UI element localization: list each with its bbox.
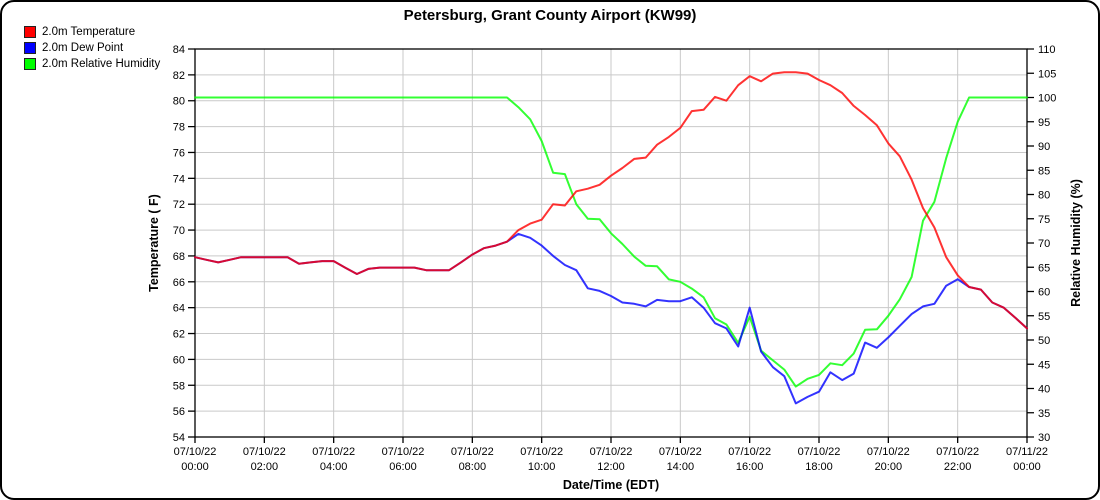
legend-label-dew-point: 2.0m Dew Point	[42, 42, 124, 54]
svg-text:00:00: 00:00	[181, 461, 209, 473]
red-square-swatch	[24, 26, 36, 38]
legend: 2.0m Temperature 2.0m Dew Point 2.0m Rel…	[24, 24, 160, 72]
svg-text:14:00: 14:00	[667, 461, 695, 473]
svg-text:04:00: 04:00	[320, 461, 348, 473]
svg-text:105: 105	[1038, 68, 1056, 80]
svg-text:85: 85	[1038, 165, 1050, 177]
svg-text:54: 54	[173, 432, 185, 444]
svg-text:95: 95	[1038, 117, 1050, 129]
svg-text:56: 56	[173, 406, 185, 418]
svg-text:55: 55	[1038, 311, 1050, 323]
svg-text:80: 80	[173, 96, 185, 108]
legend-item-dew-point: 2.0m Dew Point	[24, 40, 160, 56]
svg-text:07/10/22: 07/10/22	[312, 446, 355, 458]
svg-text:07/10/22: 07/10/22	[728, 446, 771, 458]
svg-text:66: 66	[173, 277, 185, 289]
svg-text:07/10/22: 07/10/22	[590, 446, 633, 458]
svg-text:07/10/22: 07/10/22	[659, 446, 702, 458]
svg-text:60: 60	[1038, 287, 1050, 299]
svg-text:07/10/22: 07/10/22	[520, 446, 563, 458]
svg-text:70: 70	[173, 225, 185, 237]
svg-text:50: 50	[1038, 335, 1050, 347]
svg-text:07/11/22: 07/11/22	[1006, 446, 1048, 458]
svg-text:62: 62	[173, 329, 185, 341]
svg-text:07/10/22: 07/10/22	[382, 446, 425, 458]
svg-text:07/10/22: 07/10/22	[936, 446, 979, 458]
x-axis-title: Date/Time (EDT)	[563, 478, 659, 492]
svg-text:00:00: 00:00	[1013, 461, 1041, 473]
y-left-axis-title: Temperature ( F)	[147, 194, 161, 292]
svg-text:20:00: 20:00	[875, 461, 903, 473]
blue-square-swatch	[24, 42, 36, 54]
svg-text:22:00: 22:00	[944, 461, 972, 473]
y-right-axis-title: Relative Humidity (%)	[1069, 179, 1083, 307]
svg-text:08:00: 08:00	[459, 461, 487, 473]
green-square-swatch	[24, 58, 36, 70]
svg-text:12:00: 12:00	[597, 461, 625, 473]
svg-text:78: 78	[173, 122, 185, 134]
legend-item-relative-humidity: 2.0m Relative Humidity	[24, 56, 160, 72]
relative-humidity-line	[194, 96, 1028, 388]
chart-title: Petersburg, Grant County Airport (KW99)	[403, 7, 697, 24]
temperature-line	[194, 71, 1028, 330]
svg-text:10:00: 10:00	[528, 461, 556, 473]
svg-text:45: 45	[1038, 359, 1050, 371]
svg-text:07/10/22: 07/10/22	[451, 446, 494, 458]
svg-text:16:00: 16:00	[736, 461, 764, 473]
svg-text:70: 70	[1038, 238, 1050, 250]
y-right-ticks: 30 35 40 45 50 55 60 65 70 75 80 85 90 95 100 105 110	[1027, 44, 1056, 444]
legend-label-relative-humidity: 2.0m Relative Humidity	[42, 58, 161, 70]
svg-text:18:00: 18:00	[805, 461, 833, 473]
svg-text:74: 74	[173, 173, 185, 185]
svg-text:07/10/22: 07/10/22	[798, 446, 841, 458]
svg-text:07/10/22: 07/10/22	[174, 446, 217, 458]
x-axis-ticks: 07/10/22 00:00 07/10/22 02:00 07/10/22 04:00 0…	[174, 437, 1048, 473]
svg-text:06:00: 06:00	[389, 461, 417, 473]
svg-text:65: 65	[1038, 262, 1050, 274]
svg-text:82: 82	[173, 70, 185, 82]
svg-text:07/10/22: 07/10/22	[243, 446, 286, 458]
svg-text:60: 60	[173, 354, 185, 366]
svg-text:02:00: 02:00	[251, 461, 279, 473]
svg-text:40: 40	[1038, 384, 1050, 396]
svg-text:84: 84	[173, 44, 185, 56]
svg-text:76: 76	[173, 147, 185, 159]
svg-text:68: 68	[173, 251, 185, 263]
svg-text:30: 30	[1038, 432, 1050, 444]
legend-item-temperature: 2.0m Temperature	[24, 24, 160, 40]
svg-text:100: 100	[1038, 93, 1056, 105]
svg-text:80: 80	[1038, 190, 1050, 202]
svg-text:110: 110	[1038, 44, 1056, 56]
svg-text:90: 90	[1038, 141, 1050, 153]
svg-text:58: 58	[173, 380, 185, 392]
svg-text:75: 75	[1038, 214, 1050, 226]
svg-text:35: 35	[1038, 408, 1050, 420]
svg-text:64: 64	[173, 303, 185, 315]
legend-label-temperature: 2.0m Temperature	[42, 26, 136, 38]
grid	[195, 49, 1027, 437]
svg-text:07/10/22: 07/10/22	[867, 446, 910, 458]
y-left-ticks: 54 56 58 60 62 64 66 68 70 72 74 76 78 80 82 84	[173, 44, 195, 444]
svg-text:72: 72	[173, 199, 185, 211]
